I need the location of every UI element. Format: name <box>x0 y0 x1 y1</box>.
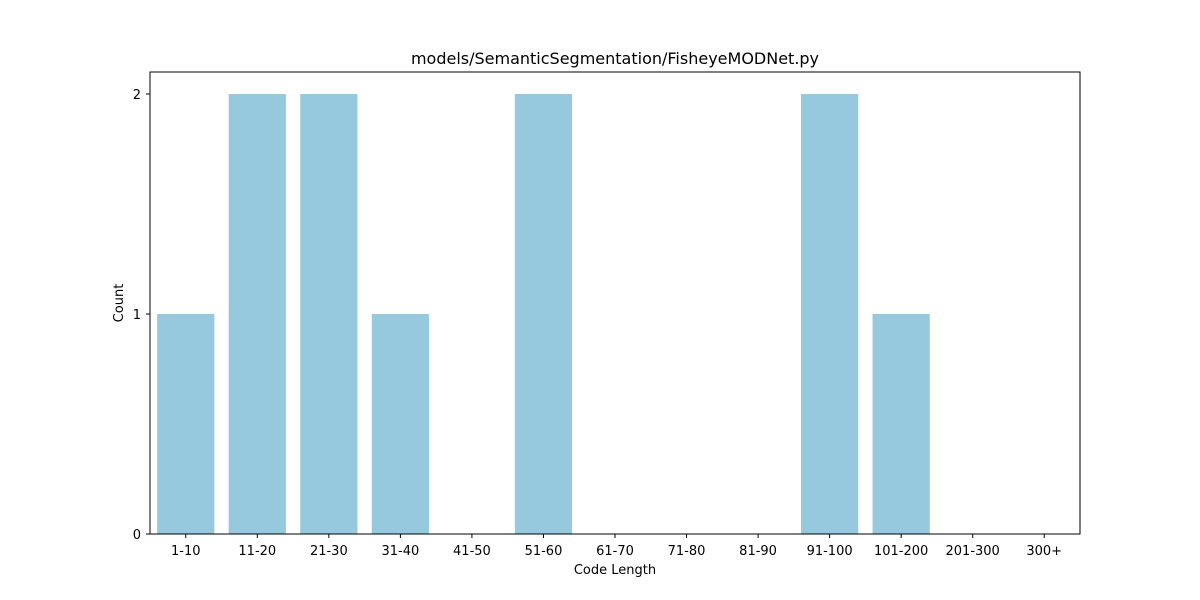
x-axis: 1-10 11-20 21-30 31-40 41-50 51-60 61-70 71-80 8… <box>171 534 1062 559</box>
plot-frame <box>149 71 1081 535</box>
x-tick-label: 61-70 <box>596 544 634 559</box>
x-tick-label: 11-20 <box>238 544 276 559</box>
bars-group <box>157 94 930 534</box>
x-tick-label: 31-40 <box>381 544 419 559</box>
x-tick-label: 101-200 <box>874 544 928 559</box>
y-tick-label: 2 <box>133 88 141 103</box>
bar-31-40 <box>371 314 429 534</box>
x-tick-label: 71-80 <box>668 544 706 559</box>
x-tick-label: 1-10 <box>171 544 201 559</box>
x-tick-label: 201-300 <box>946 544 1000 559</box>
bar-11-20 <box>228 94 286 534</box>
x-tick-label: 81-90 <box>739 544 777 559</box>
bar-51-60 <box>514 94 573 534</box>
bar-1-10 <box>157 314 215 534</box>
x-tick-label: 91-100 <box>807 544 853 559</box>
x-tick-label: 51-60 <box>525 544 563 559</box>
y-axis: 0 1 2 <box>133 88 150 543</box>
x-axis-title: Code Length <box>574 563 656 578</box>
x-tick-label: 41-50 <box>453 544 491 559</box>
bar-101-200 <box>872 314 930 534</box>
y-axis-title: Count <box>112 284 127 323</box>
x-tick-label: 21-30 <box>310 544 348 559</box>
y-tick-label: 1 <box>133 308 141 323</box>
x-tick-label: 300+ <box>1026 544 1062 559</box>
y-tick-label: 0 <box>133 528 141 543</box>
bar-21-30 <box>300 94 358 534</box>
bar-91-100 <box>801 94 859 534</box>
chart-title: models/SemanticSegmentation/FisheyeMODNe… <box>411 49 819 68</box>
